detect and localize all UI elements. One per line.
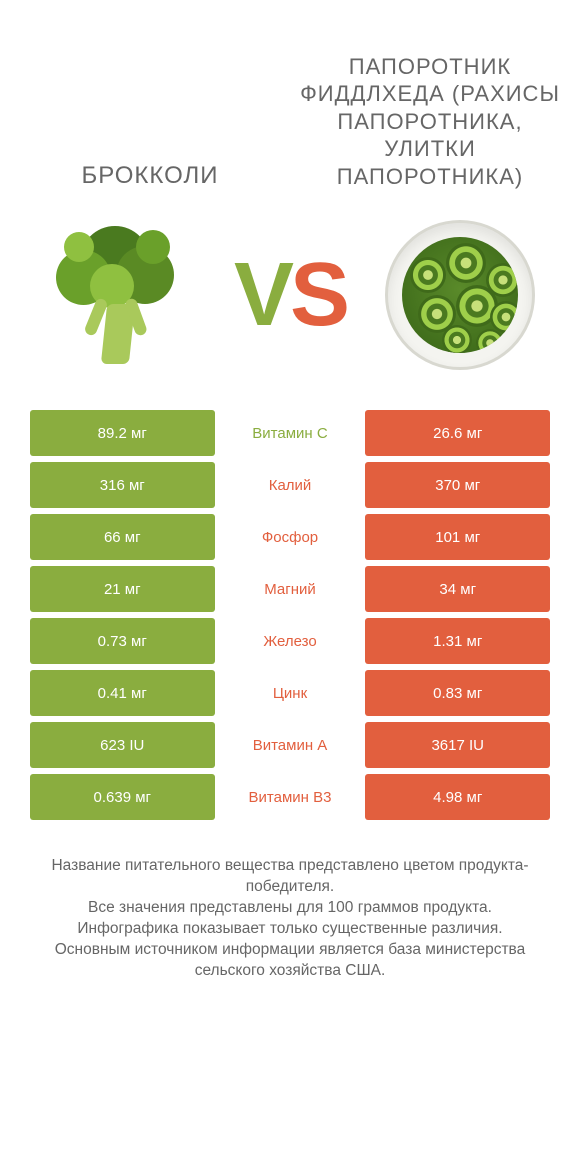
- nutrient-name: Калий: [215, 462, 366, 508]
- left-value: 0.73 мг: [30, 618, 215, 664]
- left-value: 89.2 мг: [30, 410, 215, 456]
- nutrient-name: Витамин C: [215, 410, 366, 456]
- right-food-title: ПАПОРОТНИК ФИДДЛХЕДА (РАХИСЫ ПАПОРОТНИКА…: [290, 53, 570, 191]
- hero-row: VS: [0, 200, 580, 410]
- right-value: 1.31 мг: [365, 618, 550, 664]
- footnote-line: Инфографика показывает только существенн…: [40, 919, 540, 940]
- footnote: Название питательного вещества представл…: [0, 826, 580, 982]
- nutrient-name: Магний: [215, 566, 366, 612]
- left-value: 0.41 мг: [30, 670, 215, 716]
- nutrient-table: 89.2 мгВитамин C26.6 мг 316 мгКалий370 мг…: [0, 410, 580, 820]
- right-value: 26.6 мг: [365, 410, 550, 456]
- left-value: 21 мг: [30, 566, 215, 612]
- header: БРОККОЛИ ПАПОРОТНИК ФИДДЛХЕДА (РАХИСЫ ПА…: [0, 0, 580, 200]
- right-value: 0.83 мг: [365, 670, 550, 716]
- right-value: 370 мг: [365, 462, 550, 508]
- table-row: 66 мгФосфор101 мг: [30, 514, 550, 560]
- footnote-line: Основным источником информации является …: [40, 940, 540, 982]
- right-value: 34 мг: [365, 566, 550, 612]
- nutrient-name: Цинк: [215, 670, 366, 716]
- vs-s: S: [290, 244, 346, 347]
- table-row: 0.73 мгЖелезо1.31 мг: [30, 618, 550, 664]
- right-value: 3617 IU: [365, 722, 550, 768]
- right-value: 4.98 мг: [365, 774, 550, 820]
- footnote-line: Название питательного вещества представл…: [40, 856, 540, 898]
- table-row: 0.41 мгЦинк0.83 мг: [30, 670, 550, 716]
- footnote-line: Все значения представлены для 100 граммо…: [40, 898, 540, 919]
- nutrient-name: Железо: [215, 618, 366, 664]
- vs-v: V: [234, 244, 290, 347]
- fiddlehead-image: [385, 220, 535, 370]
- right-value: 101 мг: [365, 514, 550, 560]
- left-value: 316 мг: [30, 462, 215, 508]
- vs-label: VS: [234, 244, 346, 347]
- table-row: 316 мгКалий370 мг: [30, 462, 550, 508]
- left-food-title: БРОККОЛИ: [10, 162, 290, 190]
- nutrient-name: Витамин B3: [215, 774, 366, 820]
- broccoli-image: [45, 220, 195, 370]
- table-row: 89.2 мгВитамин C26.6 мг: [30, 410, 550, 456]
- nutrient-name: Витамин A: [215, 722, 366, 768]
- left-value: 66 мг: [30, 514, 215, 560]
- nutrient-name: Фосфор: [215, 514, 366, 560]
- table-row: 0.639 мгВитамин B34.98 мг: [30, 774, 550, 820]
- left-value: 0.639 мг: [30, 774, 215, 820]
- left-value: 623 IU: [30, 722, 215, 768]
- table-row: 21 мгМагний34 мг: [30, 566, 550, 612]
- table-row: 623 IUВитамин A3617 IU: [30, 722, 550, 768]
